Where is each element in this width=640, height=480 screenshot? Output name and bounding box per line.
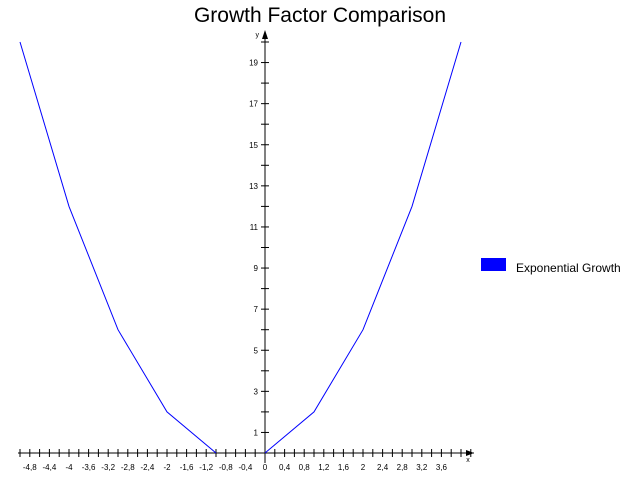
x-tick-label: -3,6 — [82, 463, 96, 472]
x-tick-label: -2 — [163, 463, 171, 472]
series-layer — [19, 41, 462, 454]
x-tick-label: 1,2 — [318, 463, 330, 472]
y-tick-label: 13 — [249, 182, 258, 191]
axes: -4,8 -4,4 -4 -3,6 -3,2 -2,8 -2,4 -2 -1,6 -1,2 -0,8… — [18, 30, 474, 472]
x-tick-label: 2,4 — [377, 463, 389, 472]
x-tick-label: 3,6 — [436, 463, 448, 472]
y-tick-label: 11 — [250, 223, 259, 232]
x-tick-label: -2,4 — [141, 463, 155, 472]
y-axis-arrow — [262, 30, 268, 39]
x-tick-label: -4,4 — [43, 463, 57, 472]
y-axis-label: y — [256, 32, 260, 39]
y-tick-label: 3 — [254, 387, 259, 396]
x-tick-label: 0 — [263, 463, 268, 472]
x-tick-label: 0,4 — [279, 463, 291, 472]
x-tick-label: -4 — [65, 463, 73, 472]
x-tick-label: 2 — [361, 463, 366, 472]
x-tick-label: -4,8 — [23, 463, 37, 472]
x-tick-label: 1,6 — [338, 463, 350, 472]
x-tick-label: 3,2 — [416, 463, 428, 472]
y-tick-label: 19 — [249, 59, 258, 68]
x-tick-label: -1,2 — [199, 463, 213, 472]
y-tick-label: 15 — [249, 141, 258, 150]
x-tick-label: 2,8 — [397, 463, 409, 472]
x-tick-label: -2,8 — [121, 463, 135, 472]
x-tick-label: -3,2 — [101, 463, 115, 472]
x-tick-label: -1,6 — [180, 463, 194, 472]
y-tick-label: 17 — [249, 100, 258, 109]
y-tick-label: 5 — [254, 346, 259, 355]
x-axis-arrow — [466, 450, 474, 456]
legend: Exponential Growth — [481, 258, 621, 275]
series-line-segment-1 — [19, 41, 217, 454]
x-tick-label: -0,4 — [239, 463, 253, 472]
x-tick-label: 0,8 — [299, 463, 311, 472]
chart-title: Growth Factor Comparison — [194, 4, 446, 27]
y-tick-label: 7 — [254, 305, 259, 314]
series-line-segment-2 — [264, 41, 462, 454]
y-tick-label: 1 — [254, 428, 259, 437]
x-axis-label: x — [466, 457, 470, 464]
legend-swatch — [481, 258, 506, 271]
y-tick-label: 9 — [254, 264, 259, 273]
legend-label: Exponential Growth — [516, 261, 621, 275]
x-tick-label: -0,8 — [219, 463, 233, 472]
